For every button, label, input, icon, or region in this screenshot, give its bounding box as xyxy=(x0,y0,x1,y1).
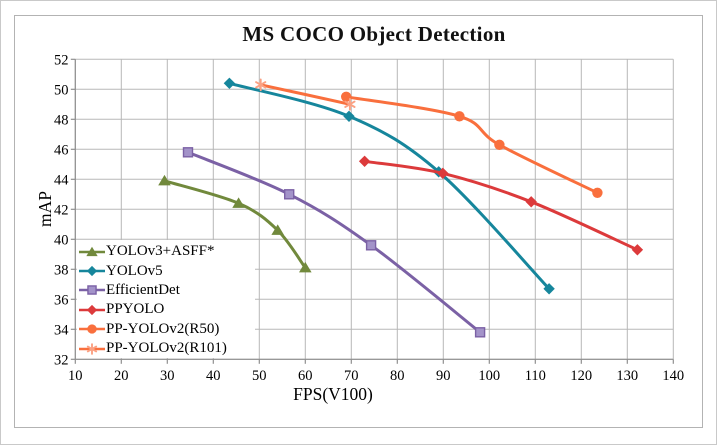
x-axis-title: FPS(V100) xyxy=(293,384,373,404)
data-point-marker xyxy=(365,240,377,251)
data-point-marker xyxy=(232,197,245,208)
y-tick-label: 44 xyxy=(54,172,69,188)
y-tick-label: 32 xyxy=(54,352,69,368)
data-point-marker xyxy=(494,139,505,150)
data-point-marker xyxy=(592,187,603,198)
data-point-marker xyxy=(631,244,644,256)
legend-label: PP-YOLOv2(R50) xyxy=(106,320,220,337)
y-axis-title: mAP xyxy=(35,191,55,227)
legend-marker-icon xyxy=(79,285,105,296)
x-tick-label: 10 xyxy=(68,368,83,384)
data-point-marker xyxy=(299,261,312,273)
x-tick-label: 130 xyxy=(616,368,638,384)
x-tick-label: 70 xyxy=(344,368,359,384)
y-tick-label: 40 xyxy=(54,232,69,248)
legend-item: YOLOv5 xyxy=(79,261,255,280)
legend-marker-icon xyxy=(79,265,105,277)
data-point-marker xyxy=(341,91,352,103)
y-tick-label: 34 xyxy=(54,322,69,338)
y-tick-label: 48 xyxy=(54,112,69,128)
legend-item: YOLOv3+ASFF* xyxy=(79,242,255,261)
y-tick-label: 52 xyxy=(54,52,69,68)
y-tick-label: 38 xyxy=(54,262,69,278)
series-line-pp-yolov2-r50- xyxy=(344,95,599,195)
data-point-marker xyxy=(182,147,194,158)
legend-label: EfficientDet xyxy=(106,281,180,298)
data-point-marker xyxy=(343,110,355,122)
x-tick-label: 90 xyxy=(436,368,451,384)
x-tick-label: 140 xyxy=(662,368,684,384)
data-point-marker xyxy=(271,224,284,235)
data-point-marker xyxy=(86,246,98,256)
data-point-marker xyxy=(358,155,371,167)
data-point-marker xyxy=(255,81,267,89)
legend-label: PPYOLO xyxy=(106,301,165,318)
x-tick-label: 40 xyxy=(206,368,221,384)
x-tick-label: 110 xyxy=(525,368,546,384)
data-point-marker xyxy=(158,174,171,186)
series-line-yolov5 xyxy=(227,81,551,291)
data-point-marker xyxy=(454,111,465,122)
x-tick-label: 30 xyxy=(160,368,175,384)
x-tick-label: 50 xyxy=(252,368,267,384)
chart-title: MS COCO Object Detection xyxy=(242,22,506,46)
data-point-marker xyxy=(86,265,98,277)
x-tick-label: 100 xyxy=(478,368,500,384)
data-point-marker xyxy=(223,77,236,89)
legend: YOLOv3+ASFF* YOLOv5 EfficientDet PPYOLO PP-Y… xyxy=(77,240,255,358)
data-point-marker xyxy=(87,285,97,296)
data-point-marker xyxy=(525,196,537,208)
legend-marker-icon xyxy=(79,304,105,315)
legend-item: PP-YOLOv2(R50) xyxy=(79,320,255,339)
legend-marker-icon xyxy=(79,342,105,355)
data-point-marker xyxy=(284,189,295,200)
x-tick-label: 120 xyxy=(570,368,592,384)
legend-marker-icon xyxy=(79,246,105,256)
legend-label: YOLOv3+ASFF* xyxy=(106,243,215,260)
series-line-ppyolo xyxy=(363,159,639,252)
legend-label: YOLOv5 xyxy=(106,262,163,279)
legend-item: EfficientDet xyxy=(79,281,255,300)
y-tick-label: 36 xyxy=(54,292,69,308)
data-point-marker xyxy=(86,345,98,353)
y-tick-label: 46 xyxy=(54,142,69,158)
legend-item: PPYOLO xyxy=(79,300,255,319)
data-point-marker xyxy=(437,167,449,179)
data-point-marker xyxy=(87,324,97,334)
y-tick-label: 42 xyxy=(54,202,69,218)
data-point-marker xyxy=(474,327,486,338)
legend-marker-icon xyxy=(79,324,105,334)
x-tick-label: 60 xyxy=(298,368,313,384)
data-point-marker xyxy=(344,100,356,108)
y-tick-label: 50 xyxy=(54,82,69,98)
data-point-marker xyxy=(543,283,555,295)
legend-label: PP-YOLOv2(R101) xyxy=(106,340,227,357)
series-line-efficientdet xyxy=(186,150,482,334)
legend-item: PP-YOLOv2(R101) xyxy=(79,339,255,358)
x-tick-label: 20 xyxy=(114,368,129,384)
data-point-marker xyxy=(86,304,98,315)
series-line-pp-yolov2-r101- xyxy=(259,83,352,106)
series-line-yolov3-asff- xyxy=(163,179,307,270)
chart-frame xyxy=(14,15,703,428)
x-tick-label: 80 xyxy=(390,368,405,384)
